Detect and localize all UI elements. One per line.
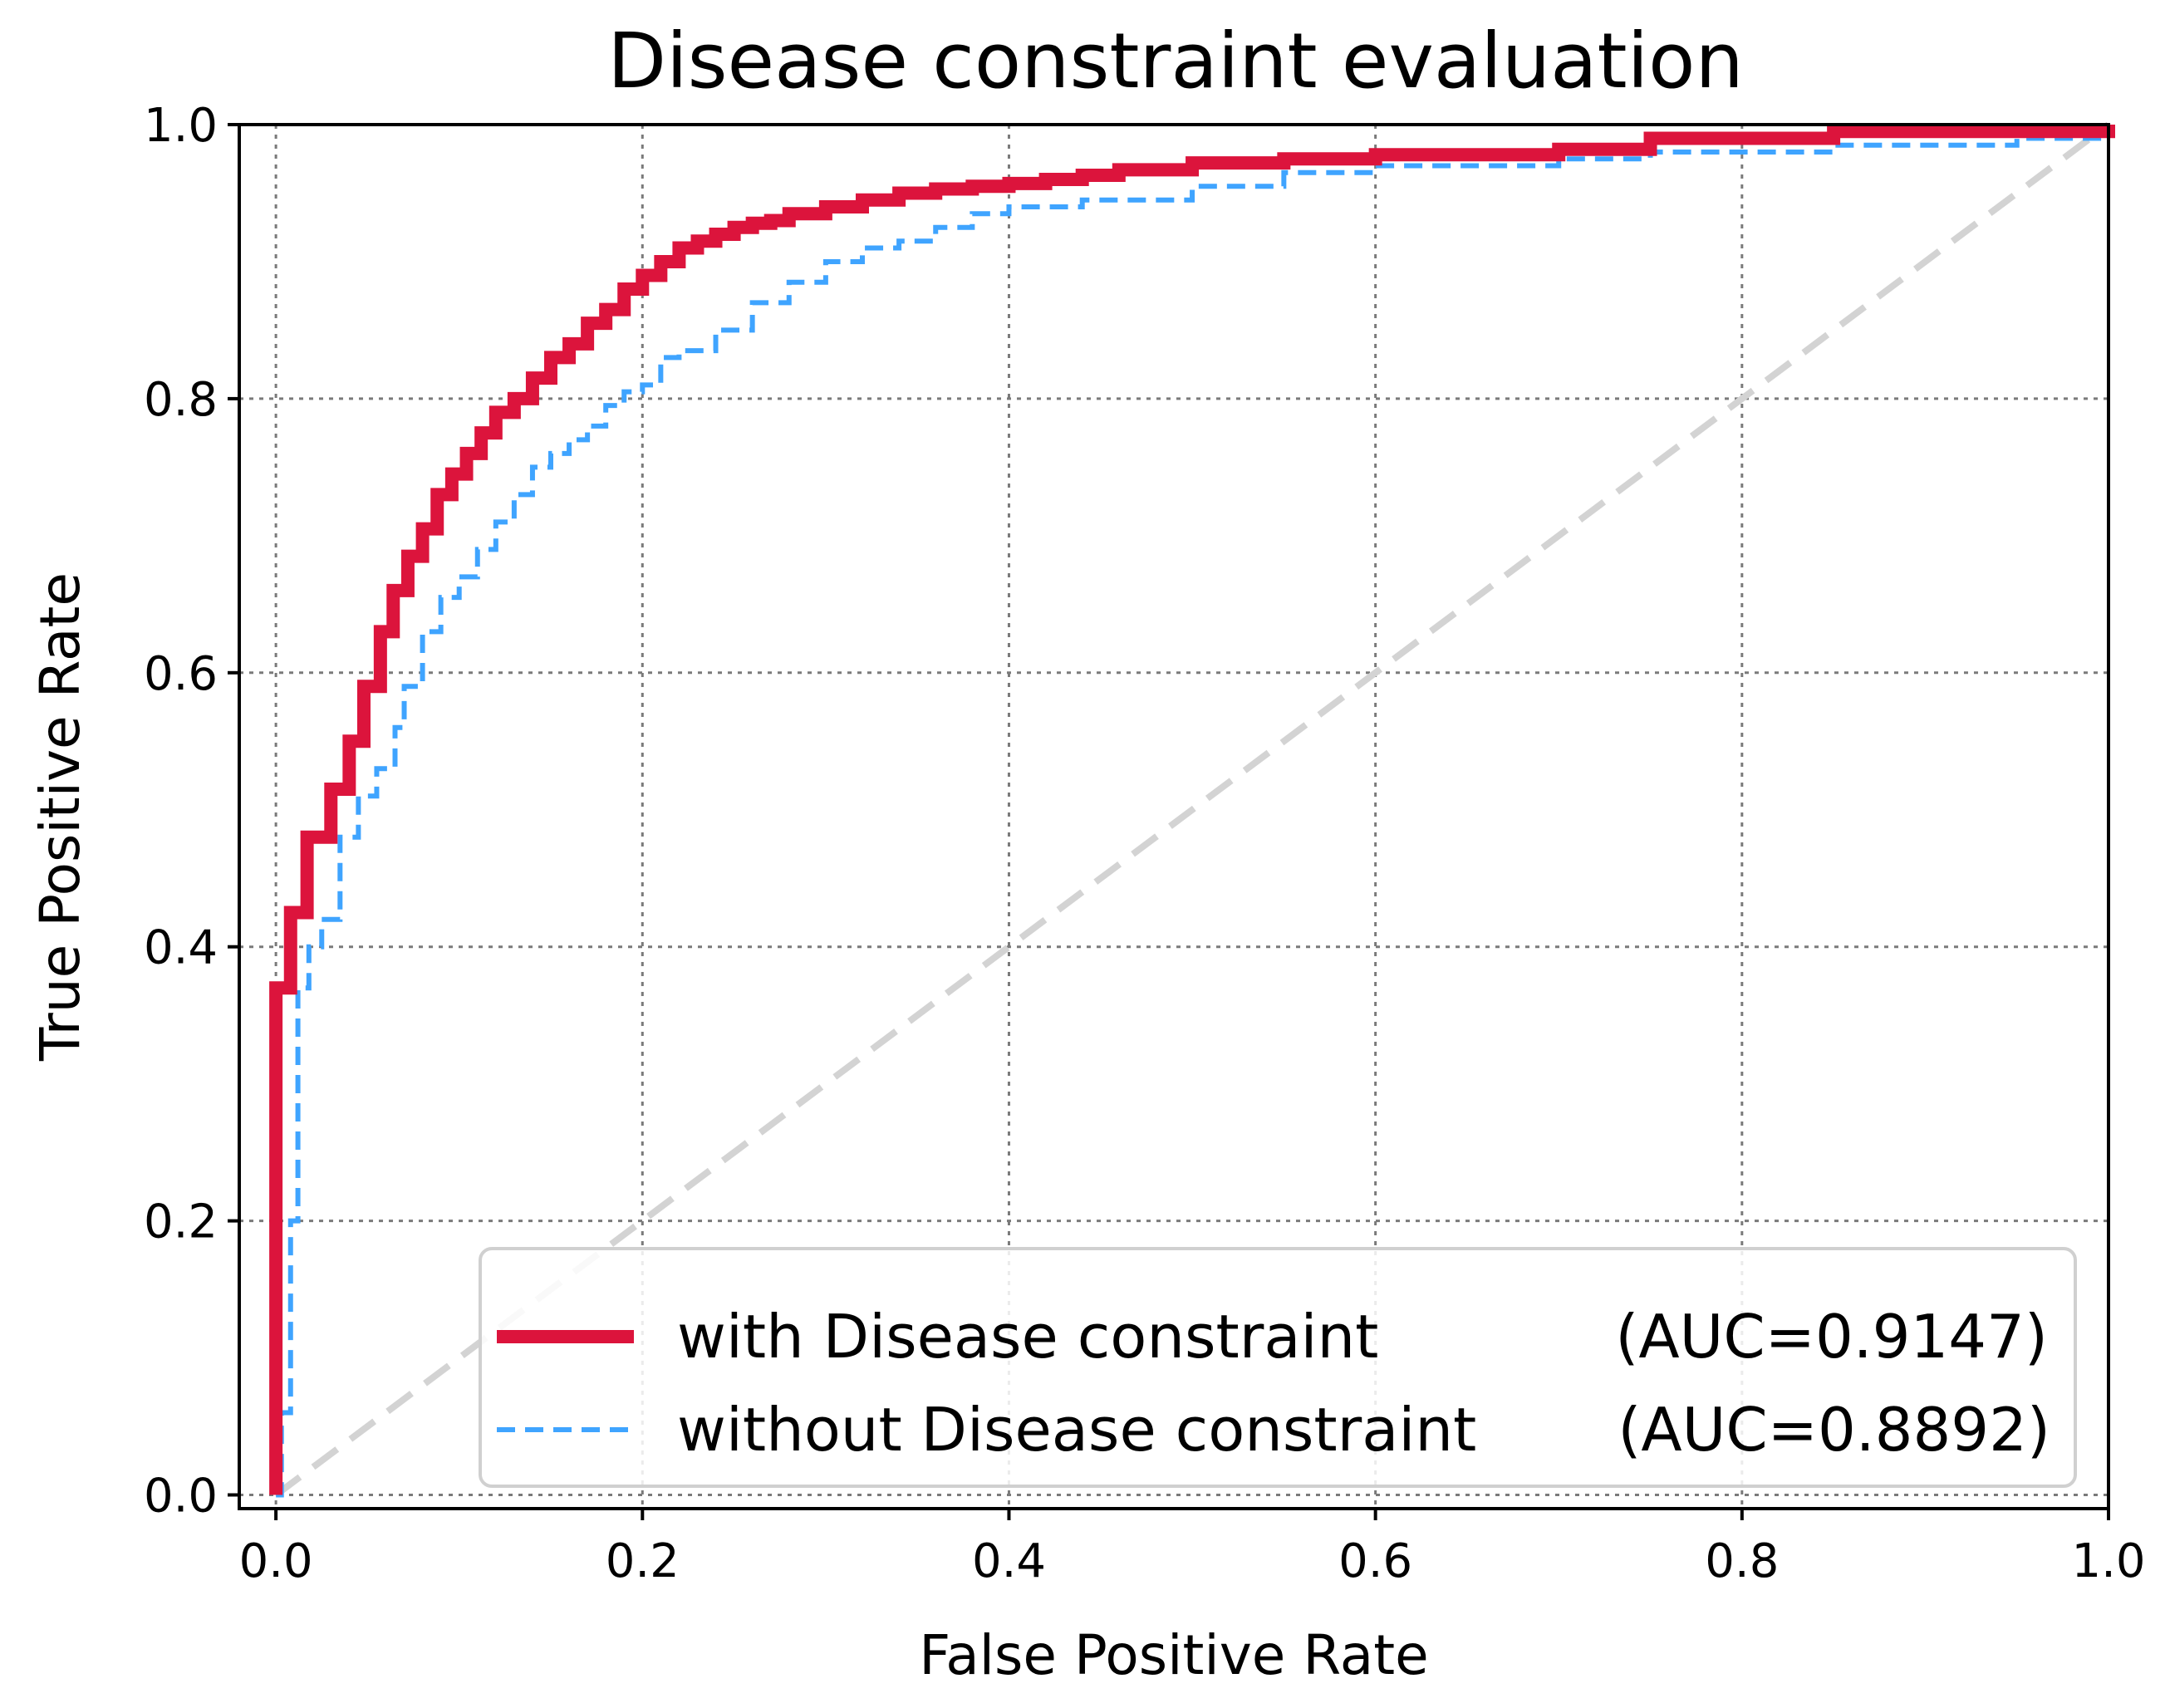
series-with-constraint (269, 125, 2115, 1495)
x-tick-label: 1.0 (2071, 1534, 2145, 1588)
legend-box (479, 1247, 2077, 1488)
legend-label-without-constraint: without Disease constraint (677, 1395, 1476, 1465)
legend: with Disease constraint (AUC=0.9147) wit… (479, 1247, 2077, 1488)
series-without-constraint (276, 125, 2111, 1498)
x-tick-label: 0.8 (1705, 1534, 1779, 1588)
series-lines (269, 125, 2115, 1498)
chart-title: Disease constraint evaluation (607, 17, 1744, 106)
plot-frame (238, 123, 2110, 1510)
legend-auc-with-constraint: (AUC=0.9147) (1615, 1302, 2048, 1372)
y-tick-label: 1.0 (144, 99, 218, 153)
y-tick-label: 0.2 (144, 1195, 218, 1249)
x-axis-label: False Positive Rate (919, 1623, 1428, 1687)
y-axis-label: True Positive Rate (28, 572, 92, 1062)
x-tick-label: 0.2 (606, 1534, 680, 1588)
y-tick-label: 0.6 (144, 647, 218, 701)
x-tick-label: 0.6 (1338, 1534, 1412, 1588)
axis-ticks: 0.0 0.2 0.4 0.6 0.8 1.0 0.0 0.2 0.4 0.6 0.8 1.0 (144, 99, 2146, 1588)
y-tick-label: 0.8 (144, 373, 218, 427)
y-tick-label: 0.4 (144, 921, 218, 975)
y-tick-label: 0.0 (144, 1470, 218, 1524)
legend-auc-without-constraint: (AUC=0.8892) (1618, 1395, 2050, 1465)
legend-label-with-constraint: with Disease constraint (677, 1302, 1378, 1372)
x-tick-label: 0.4 (972, 1534, 1046, 1588)
x-tick-label: 0.0 (239, 1534, 313, 1588)
